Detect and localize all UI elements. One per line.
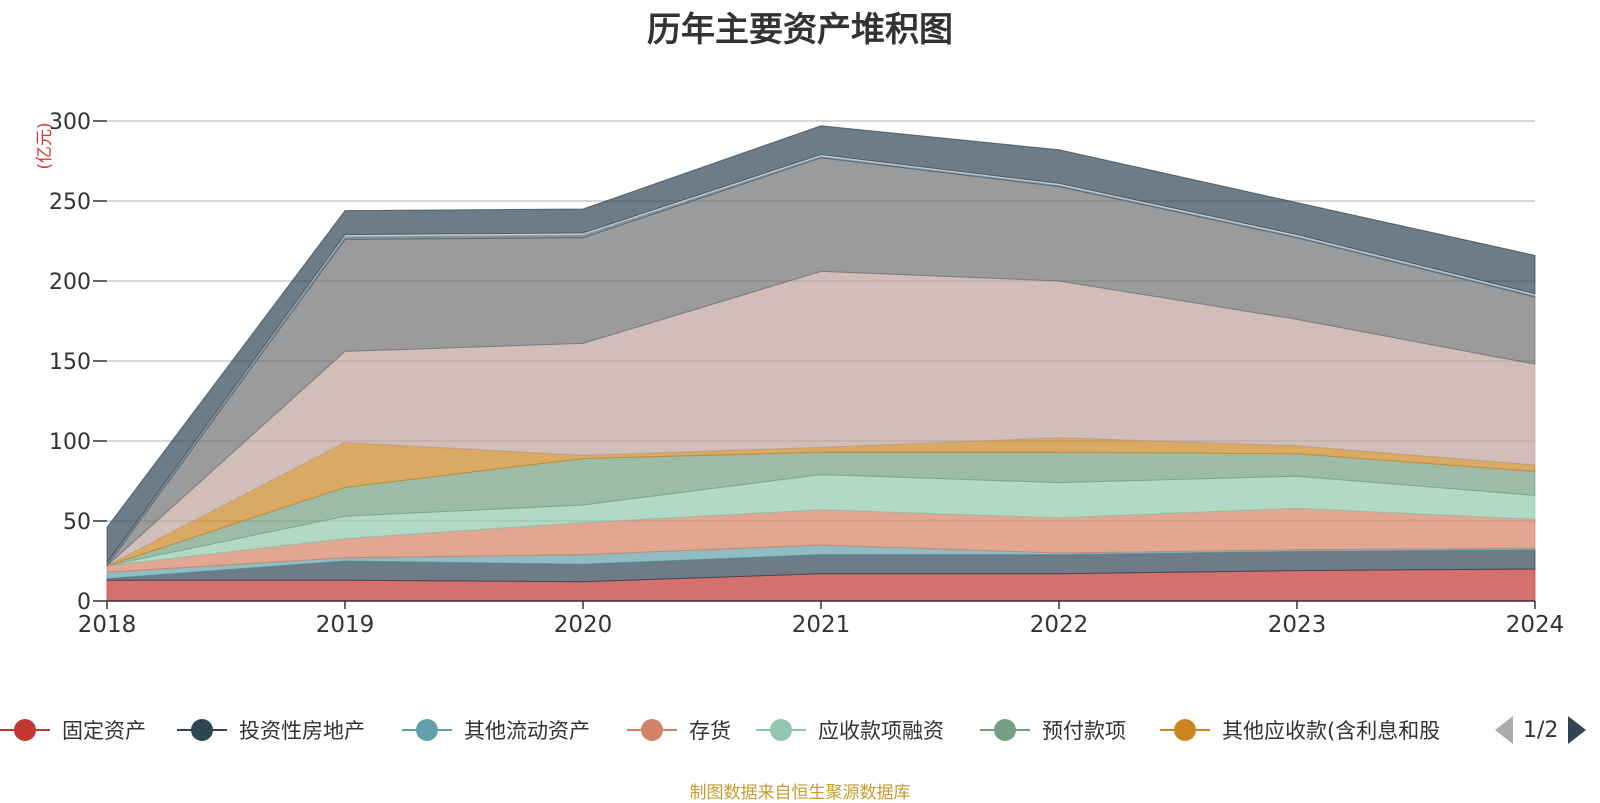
x-tick-label: 2021: [792, 612, 851, 638]
legend-label: 应收款项融资: [818, 719, 944, 743]
y-tick-label: 250: [49, 190, 91, 215]
legend-marker-icon: [980, 715, 1030, 745]
legend-label: 其他流动资产: [464, 719, 590, 743]
x-tick-label: 2023: [1268, 612, 1327, 638]
area-series-11[interactable]: [106, 125, 1536, 565]
legend-marker-icon: [0, 715, 50, 745]
legend-label: 固定资产: [62, 719, 146, 743]
legend-label: 其他应收款(含利息和股: [1222, 719, 1441, 743]
legend-label: 预付款项: [1042, 719, 1126, 743]
x-tick-label: 2024: [1506, 612, 1565, 638]
y-tick-label: 300: [49, 110, 91, 135]
legend-label: 投资性房地产: [239, 719, 365, 743]
x-tick-label: 2018: [78, 612, 137, 638]
y-tick-label: 100: [49, 430, 91, 455]
legend-item[interactable]: 存货: [627, 712, 731, 748]
legend-item[interactable]: 其他应收款(含利息和股: [1160, 712, 1440, 748]
legend-item[interactable]: 其他流动资产: [402, 712, 590, 748]
x-tick-label: 2019: [316, 612, 375, 638]
legend-item[interactable]: 投资性房地产: [177, 712, 365, 748]
legend-marker-icon: [756, 715, 806, 745]
legend-item[interactable]: 固定资产: [0, 712, 146, 748]
x-tick-label: 2020: [554, 612, 613, 638]
legend-page-indicator: 1/2: [1523, 717, 1559, 743]
legend-marker-icon: [1160, 715, 1210, 745]
y-tick-label: 150: [49, 350, 91, 375]
legend-pager: 1/2: [1495, 712, 1587, 748]
area-layer: [106, 125, 1536, 602]
legend-marker-icon: [627, 715, 677, 745]
legend-prev-page-icon[interactable]: [1495, 716, 1513, 744]
y-tick-label: 50: [63, 510, 91, 535]
axis-layer: 0 50 100 150 200 250 300(亿元) 2018 2019 2020 2021 20…: [35, 110, 1564, 638]
y-tick-label: 200: [49, 270, 91, 295]
legend-marker-icon: [177, 715, 227, 745]
y-axis-unit-label: (亿元): [35, 122, 55, 169]
legend: 固定资产 投资性房地产 其他流动资产 存货 应收款项融资 预付款项 其他应收款(含利息和股: [0, 712, 1600, 752]
legend-marker-icon: [402, 715, 452, 745]
y-tick-label: 0: [77, 590, 91, 615]
legend-item[interactable]: 预付款项: [980, 712, 1126, 748]
legend-item[interactable]: 应收款项融资: [756, 712, 944, 748]
x-tick-label: 2022: [1030, 612, 1089, 638]
source-note: 制图数据来自恒生聚源数据库: [689, 783, 911, 803]
chart-title: 历年主要资产堆积图: [647, 10, 953, 50]
legend-next-page-icon[interactable]: [1568, 716, 1587, 744]
legend-label: 存货: [689, 719, 731, 743]
